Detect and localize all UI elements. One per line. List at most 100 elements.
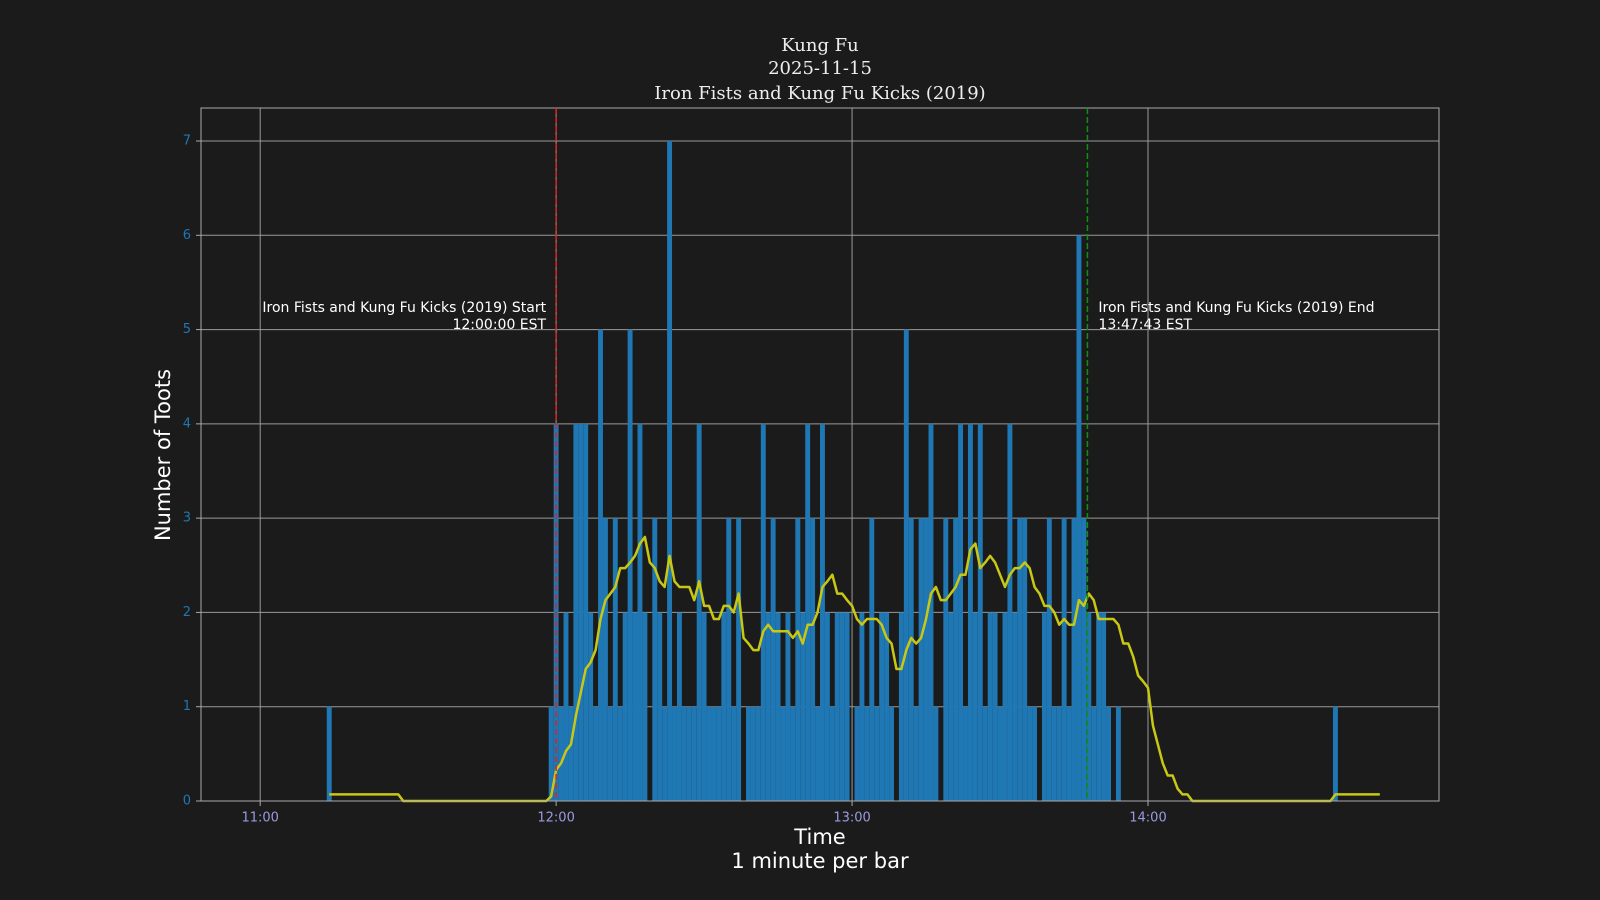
x-tick-label: 12:00 bbox=[537, 811, 574, 826]
y-tick-label: 2 bbox=[183, 605, 191, 620]
bar bbox=[1002, 612, 1008, 801]
annotation: 12:00:00 EST bbox=[452, 317, 546, 333]
bar bbox=[746, 706, 751, 801]
line bbox=[329, 535, 1380, 803]
bar bbox=[834, 612, 840, 801]
y-tick-label: 6 bbox=[183, 228, 191, 243]
bar bbox=[1046, 518, 1052, 801]
y-tick-label: 4 bbox=[183, 416, 191, 431]
bar bbox=[933, 706, 939, 801]
bar bbox=[854, 706, 860, 801]
annotation: Iron Fists and Kung Fu Kicks (2019) Star… bbox=[262, 300, 546, 316]
bar bbox=[1091, 706, 1097, 801]
bar bbox=[948, 612, 954, 801]
bar bbox=[716, 706, 722, 801]
bar bbox=[755, 706, 761, 801]
bar bbox=[829, 706, 835, 801]
bar bbox=[548, 706, 554, 801]
bar bbox=[879, 612, 885, 801]
bar bbox=[672, 706, 677, 801]
bar bbox=[750, 706, 756, 801]
bar bbox=[711, 706, 717, 801]
bar bbox=[967, 423, 973, 801]
bar bbox=[1017, 518, 1023, 801]
bar bbox=[770, 518, 776, 801]
bar bbox=[1071, 518, 1077, 801]
x-tick-label: 11:00 bbox=[241, 811, 278, 826]
axes-frame bbox=[200, 107, 1440, 802]
bar bbox=[1086, 612, 1092, 801]
bar bbox=[884, 612, 890, 801]
bar bbox=[696, 423, 702, 801]
bar bbox=[977, 423, 983, 801]
bar bbox=[706, 706, 712, 801]
bar bbox=[578, 423, 584, 801]
bar bbox=[997, 706, 1003, 801]
bar bbox=[810, 518, 816, 801]
bar bbox=[1115, 706, 1121, 801]
chart-subtitle: 2025-11-15 bbox=[768, 58, 872, 79]
bar bbox=[662, 706, 668, 801]
bar bbox=[864, 706, 870, 801]
x-tick-label: 13:00 bbox=[833, 811, 870, 826]
bar bbox=[1022, 518, 1028, 801]
bar bbox=[972, 612, 978, 801]
bar bbox=[627, 329, 633, 801]
bar bbox=[1066, 706, 1072, 801]
bar bbox=[622, 612, 628, 801]
bar bbox=[736, 518, 742, 801]
y-axis-label: Number of Toots bbox=[151, 369, 175, 541]
bar bbox=[765, 612, 771, 801]
bar bbox=[667, 141, 673, 801]
y-tick-label: 1 bbox=[183, 699, 191, 714]
bar bbox=[1007, 423, 1013, 801]
bar bbox=[874, 706, 880, 801]
bar bbox=[598, 329, 603, 801]
bar bbox=[844, 612, 850, 801]
bar bbox=[612, 518, 618, 801]
bar bbox=[602, 518, 608, 801]
chart-subtitle: Iron Fists and Kung Fu Kicks (2019) bbox=[654, 83, 985, 104]
bar bbox=[790, 706, 796, 801]
bar bbox=[676, 612, 682, 801]
bar bbox=[898, 612, 904, 801]
bar bbox=[568, 706, 574, 801]
bar bbox=[686, 706, 692, 801]
bar bbox=[691, 706, 697, 801]
bar bbox=[982, 706, 988, 801]
bar bbox=[953, 518, 959, 801]
bar bbox=[958, 423, 964, 801]
bar bbox=[1041, 612, 1047, 801]
bar bbox=[820, 423, 825, 801]
bar bbox=[923, 518, 929, 801]
y-tick-label: 3 bbox=[183, 511, 191, 526]
bar bbox=[869, 518, 875, 801]
bar bbox=[731, 706, 737, 801]
bar bbox=[558, 706, 564, 801]
bar bbox=[1051, 706, 1057, 801]
bar bbox=[775, 612, 781, 801]
bar bbox=[908, 518, 914, 801]
bar bbox=[760, 423, 766, 801]
bar bbox=[563, 612, 569, 801]
annotation: Iron Fists and Kung Fu Kicks (2019) End bbox=[1098, 300, 1374, 316]
bar bbox=[913, 706, 919, 801]
bar bbox=[721, 612, 727, 801]
x-axis-label: Time bbox=[793, 825, 845, 849]
bar bbox=[815, 706, 820, 801]
bar bbox=[1076, 235, 1082, 802]
bar bbox=[632, 612, 638, 801]
bar bbox=[903, 329, 909, 801]
bar bbox=[642, 612, 648, 801]
y-tick-label: 0 bbox=[183, 794, 191, 809]
chart-title: Kung Fu bbox=[781, 35, 859, 56]
bar bbox=[800, 612, 806, 801]
bar bbox=[992, 612, 998, 801]
bar bbox=[1101, 612, 1107, 801]
bar bbox=[1096, 612, 1102, 801]
bar bbox=[824, 612, 830, 801]
plot-area bbox=[326, 141, 1380, 803]
bar bbox=[1027, 706, 1033, 801]
bar bbox=[785, 612, 791, 801]
